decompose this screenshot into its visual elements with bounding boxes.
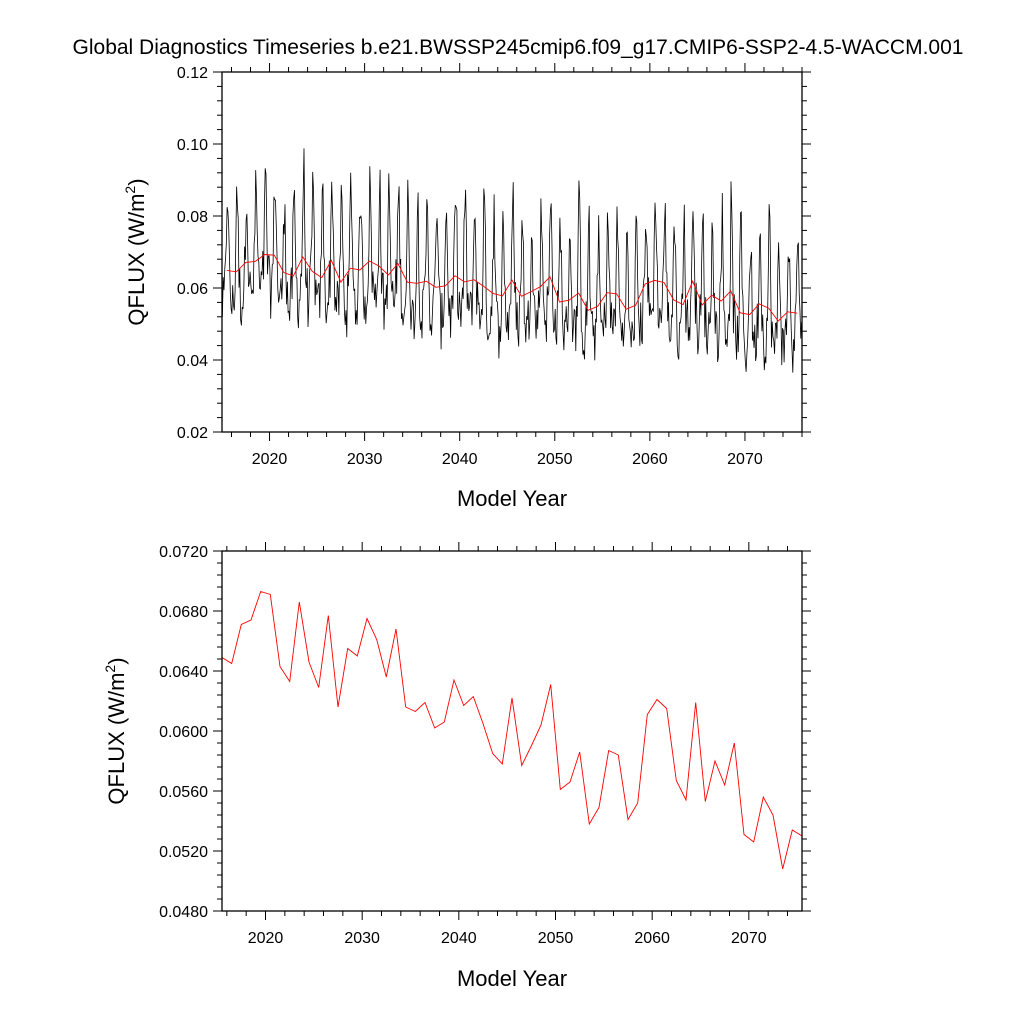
panel-annual-timeseries: 2020 2030 2040 2050 2060 2070 0.04800.05200.0… xyxy=(102,542,811,991)
y-tick-label: 0.02 xyxy=(177,425,208,442)
y-tick-label: 0.10 xyxy=(177,137,208,154)
y-tick-label: 0.08 xyxy=(177,209,208,226)
panel2-x-tick-labels: 2020 2030 2040 2050 2060 2070 xyxy=(248,930,767,947)
y-tick-label: 0.0680 xyxy=(159,604,208,621)
panel2-ticks xyxy=(213,542,811,920)
panel1-x-tick-labels: 2020 2030 2040 2050 2060 2070 xyxy=(252,451,763,468)
x-tick-label: 2020 xyxy=(252,451,288,468)
annual-mean-series-line xyxy=(221,590,803,870)
x-tick-label: 2050 xyxy=(538,930,574,947)
x-tick-label: 2030 xyxy=(344,930,380,947)
panel1-y-tick-labels: 0.02 0.04 0.06 0.08 0.10 0.12 xyxy=(177,65,208,442)
y-tick-label: 0.04 xyxy=(177,353,208,370)
y-tick-label: 0.12 xyxy=(177,65,208,82)
panel2-y-axis-title: QFLUX (W/m2) xyxy=(102,657,129,804)
panel1-y-axis-title: QFLUX (W/m2) xyxy=(122,178,149,325)
y-tick-label: 0.0720 xyxy=(159,544,208,561)
x-tick-label: 2040 xyxy=(442,451,478,468)
x-tick-label: 2020 xyxy=(248,930,284,947)
x-tick-label: 2040 xyxy=(441,930,477,947)
panel1-ticks xyxy=(213,63,811,441)
panel2-series xyxy=(221,590,803,870)
x-tick-label: 2070 xyxy=(727,451,763,468)
panel1-x-axis-title: Model Year xyxy=(457,486,567,511)
monthly-series-line xyxy=(222,148,802,373)
x-tick-label: 2030 xyxy=(347,451,383,468)
y-tick-label: 0.06 xyxy=(177,281,208,298)
x-tick-label: 2070 xyxy=(731,930,767,947)
y-tick-label: 0.0600 xyxy=(159,724,208,741)
x-tick-label: 2060 xyxy=(634,930,670,947)
y-tick-label: 0.0640 xyxy=(159,664,208,681)
x-tick-label: 2060 xyxy=(632,451,668,468)
panel-monthly-timeseries: 2020 2030 2040 2050 2060 2070 0.020.040.060.0… xyxy=(122,63,811,511)
panel2-frame xyxy=(221,550,803,912)
y-tick-label: 0.0560 xyxy=(159,784,208,801)
panel2-y-tick-labels: 0.0480 0.0520 0.0560 0.0600 0.0640 0.0680 0.07… xyxy=(159,544,208,921)
figure-title: Global Diagnostics Timeseries b.e21.BWSS… xyxy=(73,36,964,59)
annual-mean-series-line xyxy=(226,254,798,322)
panel1-frame xyxy=(221,71,803,433)
panel2-x-axis-title: Model Year xyxy=(457,966,567,991)
panel1-series xyxy=(222,148,802,373)
x-tick-label: 2050 xyxy=(537,451,573,468)
y-tick-label: 0.0520 xyxy=(159,844,208,861)
y-tick-label: 0.0480 xyxy=(159,904,208,921)
